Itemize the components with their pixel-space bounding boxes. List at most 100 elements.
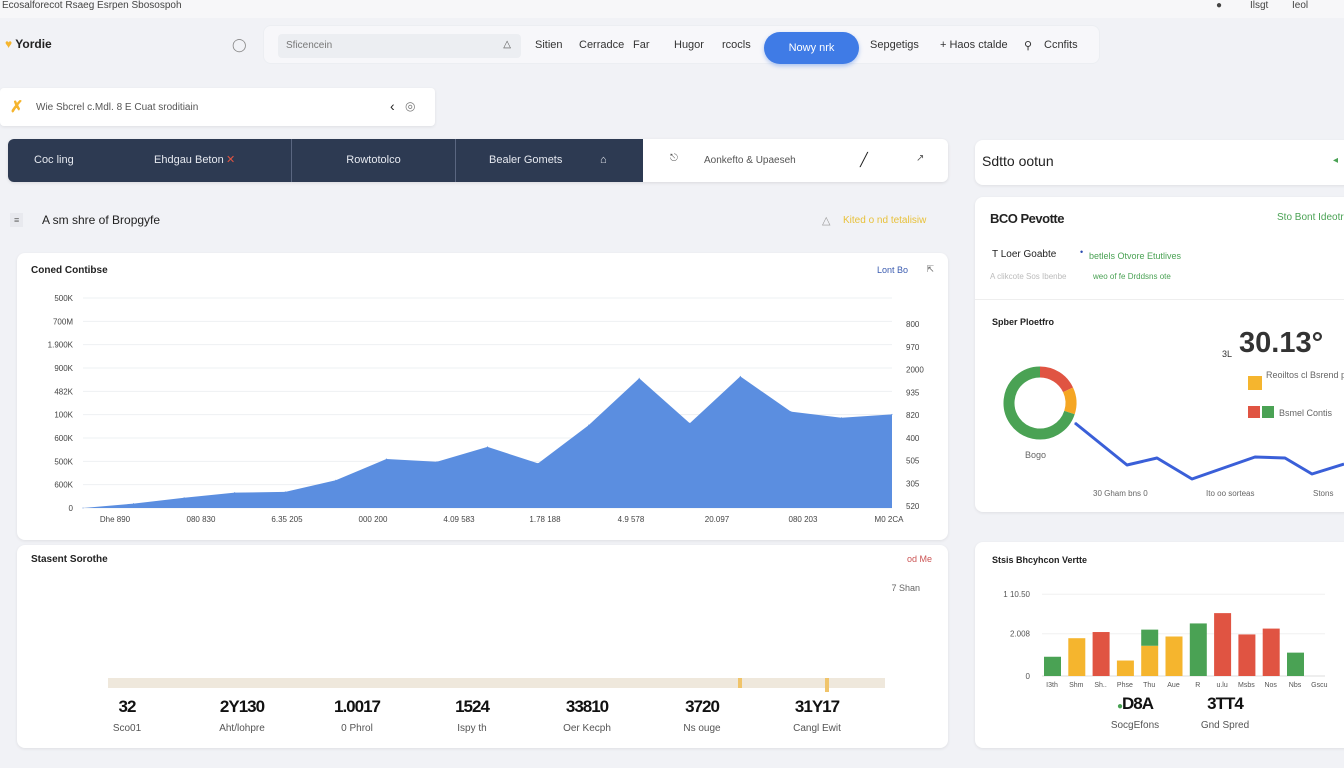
x-tick-label: M0 2CA <box>875 515 905 524</box>
search-icon[interactable]: ⚲ <box>1024 40 1033 52</box>
close-icon[interactable]: ✕ <box>226 154 236 166</box>
data-point <box>840 417 842 419</box>
home-icon: ⌂ <box>600 154 607 166</box>
stat-item: 2Y130 Aht/lohpre <box>192 697 292 734</box>
timeline-marker <box>738 678 742 688</box>
x-tick-label: 080 830 <box>187 515 216 524</box>
axis-label: 7 Shan <box>891 583 920 593</box>
nav-item[interactable]: Sitien <box>535 39 563 51</box>
data-point <box>133 503 135 505</box>
row-label: T Loer Goabte <box>992 249 1057 260</box>
timeline-marker <box>825 678 829 692</box>
settings-icon[interactable]: ◎ <box>405 99 416 113</box>
nav-item[interactable]: Far <box>633 39 650 51</box>
top-navigation: Sficencein △ Sitien Cerradce Far Hugor r… <box>263 25 1100 64</box>
subtext-link[interactable]: weo of fe Drddsns ote <box>1093 272 1171 281</box>
x-tick: Stons <box>1313 489 1334 498</box>
data-point <box>284 491 286 493</box>
logo-text: Yordie <box>15 37 52 51</box>
data-point <box>436 461 438 463</box>
performance-card: BCO Pevotte Sto Bont Ideotr T Loer Goabt… <box>975 197 1344 512</box>
stat-value: 3TT4 <box>1207 694 1244 713</box>
nav-item[interactable]: Sepgetigs <box>870 39 919 51</box>
nav-item[interactable]: rcocls <box>722 39 751 51</box>
big-metric: 30.13° <box>1239 327 1324 359</box>
breadcrumb: ✗ Wie Sbcrel c.Mdl. 8 E Cuat sroditiain … <box>0 88 435 126</box>
area-chart-card-2: Stasent Sorothe od Me 7 Shan 32 Sco01 2Y13… <box>17 545 948 748</box>
topbar-link[interactable]: Ilsgt <box>1250 0 1269 11</box>
tab-cooling[interactable]: Coc ling Ehdgau Beton ✕ <box>8 139 292 182</box>
data-point <box>739 375 741 377</box>
data-point <box>891 413 893 415</box>
resize-icon[interactable]: ⇱ <box>926 264 934 274</box>
y-tick-label-right: 505 <box>906 457 920 466</box>
warning-icon: △ <box>822 215 831 227</box>
bell-icon[interactable]: △ <box>503 39 511 50</box>
legend-swatch <box>1248 406 1260 418</box>
microphone-icon[interactable]: ⎋ <box>670 153 678 164</box>
timeline-strip[interactable] <box>108 678 885 692</box>
alert-text[interactable]: Kited o nd tetalisiw <box>843 215 927 226</box>
panel-title: Sdtto ootun <box>982 153 1054 169</box>
expand-icon[interactable]: ↗ <box>916 153 925 164</box>
y-tick-label: 600K <box>54 434 73 443</box>
topbar-link[interactable]: Ieol <box>1292 0 1309 11</box>
primary-action-button[interactable]: Nowy nrk <box>764 32 859 64</box>
row-value: betlels Otvore Etutlives <box>1089 251 1182 261</box>
x-tick-label: 080 203 <box>789 515 818 524</box>
tab-item[interactable]: Rowtotolco <box>292 139 456 182</box>
dot-icon: ● <box>1116 701 1123 712</box>
nav-item[interactable]: Hugor <box>674 39 704 51</box>
stat-item: 3TT4 Gnd Spred <box>1185 694 1265 731</box>
legend-swatch <box>1248 376 1262 390</box>
y-tick-label: 700M <box>53 317 73 326</box>
location-pin-icon[interactable]: ◯ <box>232 37 247 52</box>
chart-link[interactable]: od Me <box>906 554 932 564</box>
donut-label: Bogo <box>1025 450 1047 460</box>
logo-icon: ♥ <box>5 37 13 51</box>
y-tick-label-right: 820 <box>906 411 920 420</box>
stat-value: 2Y130 <box>219 697 265 716</box>
section-icon: ≡ <box>10 213 24 227</box>
stat-label: Gnd Spred <box>1200 720 1250 731</box>
legend-swatch <box>1262 406 1274 418</box>
chart-title: Stsis Bhcyhcon Vertte <box>992 555 1088 565</box>
tab-search-text[interactable]: Aonkefto & Upaeseh <box>704 155 796 166</box>
user-icon[interactable]: ● <box>1216 0 1223 11</box>
data-point <box>487 446 488 448</box>
tab-label: Bealer Gomets <box>489 154 563 166</box>
nav-item[interactable]: + Haos ctalde <box>940 39 1008 51</box>
legend-label: Bsmel Contis <box>1279 408 1333 418</box>
dot-icon: • <box>1080 247 1084 257</box>
y-tick-label-right: 400 <box>906 434 920 443</box>
y-tick-label: 0 <box>69 504 74 513</box>
y-tick-label: 500K <box>54 294 73 303</box>
search-input[interactable]: Sficencein △ <box>278 34 521 58</box>
stat-item: 32 Sco01 <box>77 697 177 734</box>
stat-item: 1524 Ispy th <box>422 697 522 734</box>
y-tick-label-right: 2000 <box>906 366 924 375</box>
x-tick-label: Dhe 890 <box>100 515 131 524</box>
stat-value: 1.0017 <box>334 697 381 716</box>
nav-item[interactable]: Cerradce <box>579 39 625 51</box>
data-point <box>790 411 792 413</box>
stat-label: Aht/lohpre <box>219 723 265 734</box>
pencil-icon[interactable]: ╱ <box>860 152 868 167</box>
stat-value: 3720 <box>685 697 720 716</box>
bar-chart-card: Stsis Bhcyhcon Vertte ●D8A SocgEfons 3TT… <box>975 542 1344 748</box>
data-point <box>82 507 84 509</box>
data-point <box>234 492 236 494</box>
card-link[interactable]: Sto Bont Ideotr <box>1277 212 1344 223</box>
nav-item[interactable]: Ccnfits <box>1044 39 1078 51</box>
subtext: A clikcote Sos Ibenbe <box>990 272 1067 281</box>
data-point <box>588 424 590 426</box>
chevron-left-icon[interactable]: ‹ <box>390 98 395 114</box>
stat-value: 32 <box>118 697 137 716</box>
app-logo[interactable]: ♥ Yordie <box>5 37 52 51</box>
y-tick-label-right: 935 <box>906 388 920 397</box>
chart-title: Stasent Sorothe <box>31 554 108 565</box>
y-tick-label-right: 520 <box>906 502 920 511</box>
chart-link[interactable]: Lont Bo <box>876 265 908 275</box>
tab-item[interactable]: Bealer Gomets ⌂ <box>456 139 643 182</box>
x-tick-label: 4.09 583 <box>443 515 475 524</box>
